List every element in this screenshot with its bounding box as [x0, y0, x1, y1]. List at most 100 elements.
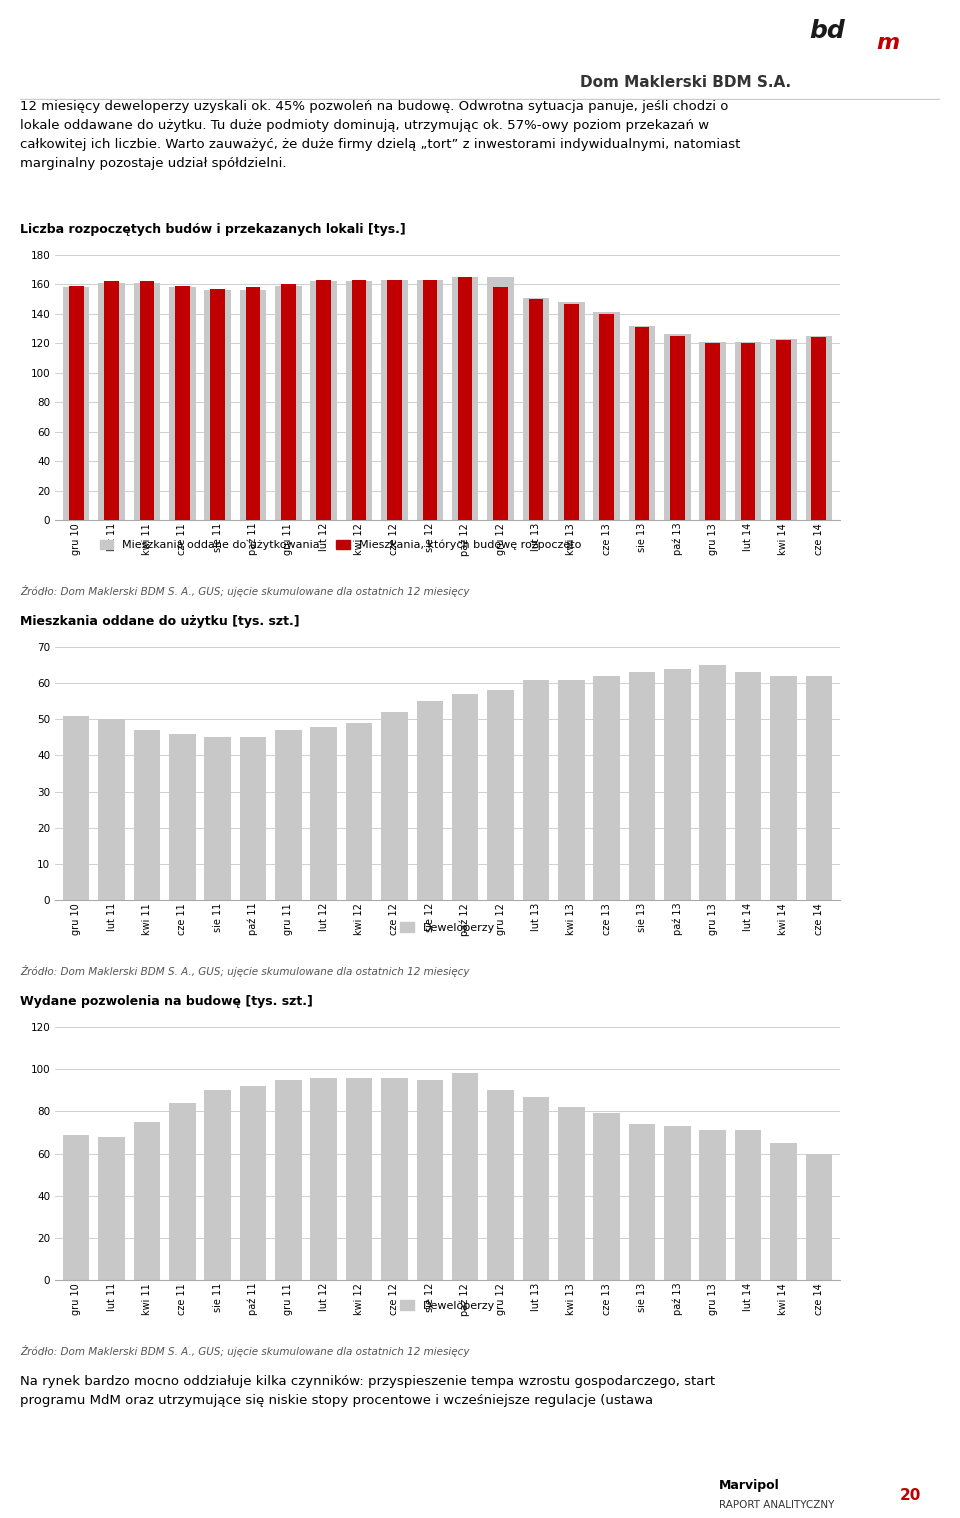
Bar: [734, 1131, 761, 1280]
Text: Marvipol: Marvipol: [719, 1479, 780, 1492]
Bar: [210, 288, 225, 521]
Bar: [381, 1078, 408, 1280]
Bar: [240, 1085, 266, 1280]
Text: Wydane pozwolenia na budowę [tys. szt.]: Wydane pozwolenia na budowę [tys. szt.]: [20, 994, 313, 1008]
Bar: [281, 284, 296, 521]
Bar: [629, 1123, 656, 1280]
Text: Na rynek bardzo mocno oddziałuje kilka czynników: przyspieszenie tempa wzrostu g: Na rynek bardzo mocno oddziałuje kilka c…: [20, 1375, 715, 1407]
Bar: [69, 285, 84, 521]
Bar: [522, 680, 549, 900]
Bar: [770, 1143, 797, 1280]
Bar: [346, 281, 372, 521]
Bar: [169, 287, 196, 521]
Bar: [776, 340, 791, 521]
Bar: [310, 727, 337, 900]
Bar: [276, 1079, 301, 1280]
Bar: [381, 712, 408, 900]
Bar: [452, 278, 478, 521]
Bar: [204, 290, 231, 521]
Bar: [700, 342, 726, 521]
Legend: Deweloperzy: Deweloperzy: [400, 1301, 494, 1310]
Bar: [770, 676, 797, 900]
Bar: [417, 279, 444, 521]
Text: bd: bd: [809, 18, 845, 43]
Bar: [593, 313, 620, 521]
Bar: [98, 1137, 125, 1280]
Bar: [593, 676, 620, 900]
Bar: [811, 337, 826, 521]
Bar: [805, 335, 832, 521]
Text: Źródło: Dom Maklerski BDM S. A., GUS; ujęcie skumulowane dla ostatnich 12 miesię: Źródło: Dom Maklerski BDM S. A., GUS; uj…: [20, 1345, 469, 1357]
Bar: [664, 334, 690, 521]
Bar: [204, 1090, 231, 1280]
Bar: [169, 733, 196, 900]
Bar: [98, 282, 125, 521]
Bar: [422, 279, 437, 521]
Bar: [310, 1078, 337, 1280]
Bar: [240, 738, 266, 900]
Bar: [629, 672, 656, 900]
Bar: [522, 1096, 549, 1280]
Bar: [317, 279, 331, 521]
Text: RAPORT ANALITYCZNY: RAPORT ANALITYCZNY: [719, 1500, 834, 1510]
Text: Liczba rozpoczętych budów i przekazanych lokali [tys.]: Liczba rozpoczętych budów i przekazanych…: [20, 223, 406, 237]
Bar: [488, 278, 514, 521]
Bar: [387, 279, 401, 521]
Bar: [493, 287, 508, 521]
Bar: [351, 279, 367, 521]
Bar: [629, 326, 656, 521]
Bar: [558, 680, 585, 900]
Bar: [734, 342, 761, 521]
Legend: Deweloperzy: Deweloperzy: [400, 923, 494, 932]
Bar: [488, 691, 514, 900]
Bar: [734, 672, 761, 900]
Bar: [700, 665, 726, 900]
Text: Źródło: Dom Maklerski BDM S. A., GUS; ujęcie skumulowane dla ostatnich 12 miesię: Źródło: Dom Maklerski BDM S. A., GUS; uj…: [20, 584, 469, 597]
Bar: [346, 723, 372, 900]
Bar: [593, 1113, 620, 1280]
Bar: [452, 694, 478, 900]
Legend: Mieszkania oddane do użytkowania, Mieszkania, których budowę rozpoczęto: Mieszkania oddane do użytkowania, Mieszk…: [100, 540, 581, 550]
Bar: [706, 343, 720, 521]
Bar: [381, 279, 408, 521]
Bar: [452, 1073, 478, 1280]
Bar: [98, 720, 125, 900]
Bar: [204, 738, 231, 900]
Text: Mieszkania oddane do użytku [tys. szt.]: Mieszkania oddane do użytku [tys. szt.]: [20, 615, 300, 627]
Bar: [139, 281, 155, 521]
Bar: [664, 669, 690, 900]
Bar: [635, 328, 649, 521]
Bar: [63, 287, 89, 521]
Bar: [805, 1154, 832, 1280]
Bar: [770, 339, 797, 521]
Bar: [564, 304, 579, 521]
Bar: [522, 298, 549, 521]
Bar: [599, 314, 613, 521]
Bar: [169, 1104, 196, 1280]
Bar: [105, 281, 119, 521]
Bar: [276, 285, 301, 521]
Bar: [488, 1090, 514, 1280]
Bar: [558, 1107, 585, 1280]
Bar: [175, 285, 189, 521]
Bar: [417, 701, 444, 900]
Bar: [700, 1131, 726, 1280]
Bar: [246, 287, 260, 521]
Bar: [240, 290, 266, 521]
Bar: [664, 1126, 690, 1280]
Bar: [670, 335, 684, 521]
Text: Dom Maklerski BDM S.A.: Dom Maklerski BDM S.A.: [580, 74, 791, 90]
Text: 20: 20: [900, 1488, 922, 1503]
Bar: [741, 343, 756, 521]
Bar: [417, 1079, 444, 1280]
Bar: [63, 715, 89, 900]
Text: Źródło: Dom Maklerski BDM S. A., GUS; ujęcie skumulowane dla ostatnich 12 miesię: Źródło: Dom Maklerski BDM S. A., GUS; uj…: [20, 965, 469, 978]
Bar: [346, 1078, 372, 1280]
Bar: [458, 278, 472, 521]
Bar: [133, 282, 160, 521]
Bar: [133, 730, 160, 900]
Text: 12 miesięcy deweloperzy uzyskali ok. 45% pozwoleń na budowę. Odwrotna sytuacja p: 12 miesięcy deweloperzy uzyskali ok. 45%…: [20, 100, 740, 170]
Bar: [63, 1134, 89, 1280]
Bar: [133, 1122, 160, 1280]
Bar: [310, 281, 337, 521]
